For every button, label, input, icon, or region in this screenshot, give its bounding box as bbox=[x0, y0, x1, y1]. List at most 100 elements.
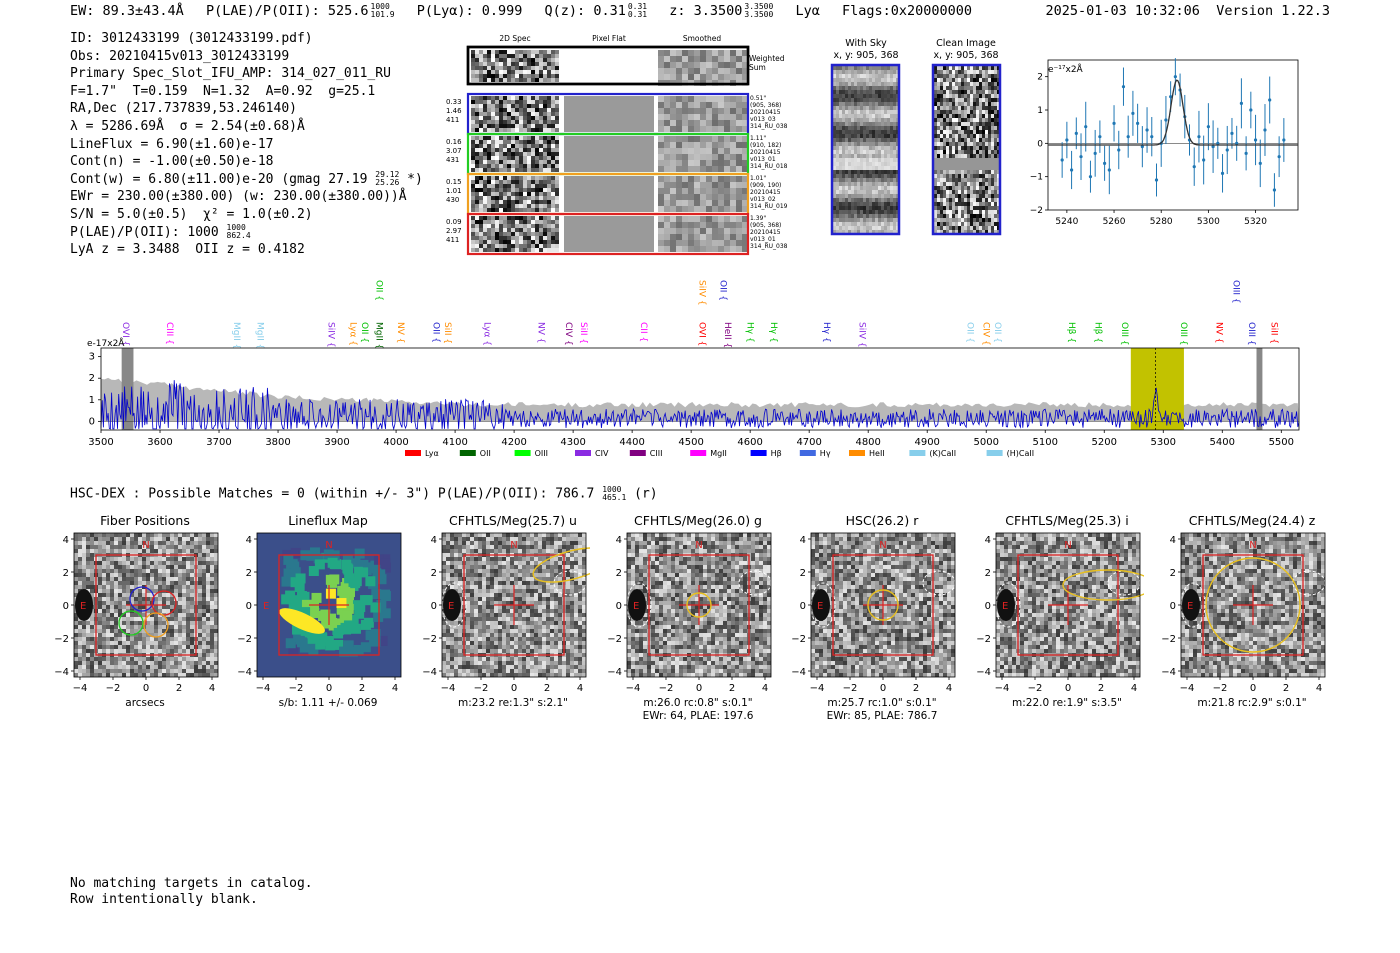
noise-pixel bbox=[551, 140, 555, 144]
cutout-pixel bbox=[122, 533, 126, 537]
sky-pixel bbox=[860, 198, 863, 202]
sky-pixel bbox=[893, 166, 896, 170]
cutout-pixel bbox=[182, 601, 186, 605]
sky-pixel bbox=[866, 126, 869, 130]
cutout-pixel bbox=[190, 633, 194, 637]
cutout-pixel bbox=[78, 645, 82, 649]
clean-pixel bbox=[934, 142, 937, 146]
cutout-pixel bbox=[118, 537, 122, 541]
cutout-pixel bbox=[90, 561, 94, 565]
clean-pixel bbox=[976, 186, 979, 190]
sky-pixel bbox=[881, 86, 884, 90]
noise-pixel bbox=[694, 166, 700, 172]
sky-pixel bbox=[872, 186, 875, 190]
sky-pixel bbox=[851, 134, 854, 138]
clean-pixel bbox=[976, 134, 979, 138]
clean-pixel bbox=[961, 222, 964, 226]
cutout-pixel bbox=[162, 597, 166, 601]
sky-pixel bbox=[884, 214, 887, 218]
noise-pixel bbox=[736, 142, 742, 148]
noise-pixel bbox=[551, 104, 555, 108]
noise-pixel bbox=[700, 200, 706, 206]
cutout-pixel bbox=[174, 617, 178, 621]
clean-pixel bbox=[988, 210, 991, 214]
cutout-pixel bbox=[118, 645, 122, 649]
noise-pixel bbox=[724, 136, 730, 142]
sky-pixel bbox=[833, 190, 836, 194]
sky-pixel bbox=[890, 230, 893, 234]
noise-pixel bbox=[487, 54, 491, 58]
noise-pixel bbox=[515, 124, 519, 128]
sky-pixel bbox=[860, 230, 863, 234]
cutout-pixel bbox=[166, 673, 170, 677]
cutout-pixel bbox=[150, 613, 154, 617]
noise-pixel bbox=[547, 120, 551, 124]
noise-pixel bbox=[555, 120, 559, 124]
clean-pixel bbox=[994, 70, 997, 74]
cutout-pixel bbox=[114, 557, 118, 561]
lineflux-pixel bbox=[281, 576, 292, 587]
clean-pixel bbox=[940, 106, 943, 110]
sky-pixel bbox=[896, 170, 899, 174]
cutout-pixel bbox=[86, 653, 90, 657]
noise-pixel bbox=[555, 112, 559, 116]
sky-pixel bbox=[857, 170, 860, 174]
noise-pixel bbox=[503, 108, 507, 112]
cutout-pixel bbox=[202, 625, 206, 629]
noise-pixel bbox=[535, 236, 539, 240]
cutout-pixel bbox=[142, 541, 146, 545]
sky-pixel bbox=[872, 174, 875, 178]
noise-pixel bbox=[511, 54, 515, 58]
noise-pixel bbox=[539, 164, 543, 168]
clean-pixel bbox=[952, 182, 955, 186]
clean-pixel bbox=[934, 202, 937, 206]
clean-pixel bbox=[946, 74, 949, 78]
sky-pixel bbox=[890, 202, 893, 206]
clean-pixel bbox=[982, 206, 985, 210]
cutout-pixel bbox=[114, 629, 118, 633]
cutout-pixel bbox=[158, 549, 162, 553]
sky-pixel bbox=[887, 110, 890, 114]
clean-pixel bbox=[973, 134, 976, 138]
cutout-pixel bbox=[118, 565, 122, 569]
sky-pixel bbox=[845, 86, 848, 90]
legend-swatch bbox=[405, 450, 421, 456]
sky-pixel bbox=[878, 214, 881, 218]
sky-pixel bbox=[851, 170, 854, 174]
cutout-pixel bbox=[118, 585, 122, 589]
clean-pixel bbox=[946, 198, 949, 202]
sky-pixel bbox=[869, 194, 872, 198]
clean-pixel bbox=[937, 210, 940, 214]
clean-pixel bbox=[997, 98, 1000, 102]
noise-pixel bbox=[547, 164, 551, 168]
sky-pixel bbox=[884, 174, 887, 178]
sky-pixel bbox=[893, 98, 896, 102]
clean-pixel bbox=[994, 66, 997, 70]
cutout-pixel bbox=[126, 565, 130, 569]
clean-pixel bbox=[970, 214, 973, 218]
cutout-pixel bbox=[182, 609, 186, 613]
noise-pixel bbox=[515, 156, 519, 160]
sky-pixel bbox=[851, 126, 854, 130]
cutout-pixel bbox=[162, 585, 166, 589]
clean-pixel bbox=[991, 226, 994, 230]
clean-pixel bbox=[973, 106, 976, 110]
spec2d-row-right-label: 1.11" (910, 182) 20210415 v013_01 314_RU… bbox=[750, 135, 788, 170]
clean-pixel bbox=[970, 222, 973, 226]
cutout-pixel bbox=[190, 597, 194, 601]
noise-pixel bbox=[555, 128, 559, 132]
clean-pixel bbox=[961, 198, 964, 202]
noise-pixel bbox=[730, 62, 736, 68]
noise-pixel bbox=[503, 184, 507, 188]
sky-pixel bbox=[881, 70, 884, 74]
clean-pixel bbox=[952, 66, 955, 70]
noise-pixel bbox=[495, 184, 499, 188]
cutout-pixel bbox=[154, 657, 158, 661]
noise-pixel bbox=[495, 70, 499, 74]
clean-pixel bbox=[982, 134, 985, 138]
clean-pixel bbox=[997, 94, 1000, 98]
noise-pixel bbox=[700, 126, 706, 132]
noise-pixel bbox=[511, 156, 515, 160]
sky-pixel bbox=[836, 222, 839, 226]
cutout-pixel bbox=[74, 557, 78, 561]
